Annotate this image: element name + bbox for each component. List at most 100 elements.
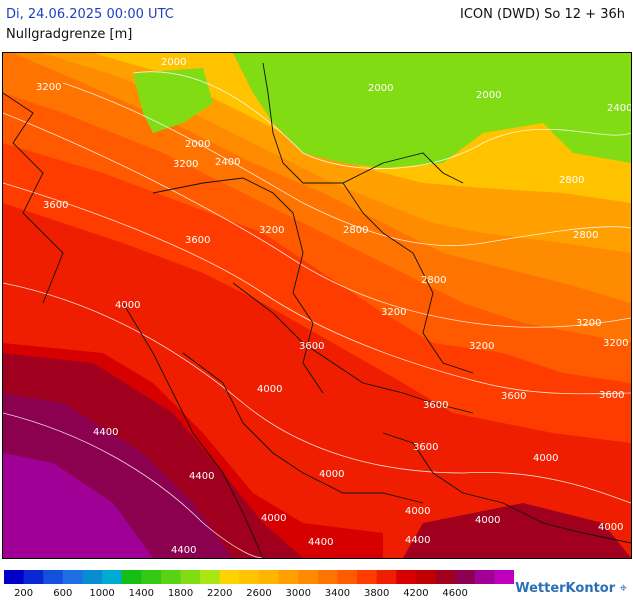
legend-swatch — [4, 570, 25, 584]
contour-label: 4000 — [257, 384, 282, 395]
legend-swatch — [23, 570, 44, 584]
legend-tick-label: 1400 — [129, 588, 154, 599]
contour-label: 2800 — [559, 175, 584, 186]
contour-label: 4000 — [115, 300, 140, 311]
contour-label: 2800 — [421, 275, 446, 286]
contour-label: 3600 — [43, 200, 68, 211]
model-run: ICON (DWD) So 12 + 36h — [460, 7, 625, 22]
contour-label: 2000 — [185, 139, 210, 150]
legend-swatch — [200, 570, 221, 584]
legend-tick-label: 1800 — [168, 588, 193, 599]
contour-label: 3200 — [576, 318, 601, 329]
legend-swatch — [239, 570, 260, 584]
contour-label: 4400 — [405, 535, 430, 546]
contour-label: 2400 — [215, 157, 240, 168]
legend-swatch — [317, 570, 338, 584]
contour-label: 3600 — [423, 400, 448, 411]
contour-label: 4000 — [261, 513, 286, 524]
contour-label: 2000 — [161, 57, 186, 68]
forecast-date: Di, 24.06.2025 00:00 UTC — [6, 7, 174, 22]
legend-tick-label: 4200 — [403, 588, 428, 599]
legend-swatch — [141, 570, 162, 584]
border-east — [342, 182, 474, 374]
coastline-west — [2, 92, 64, 304]
contour-label: 4000 — [405, 506, 430, 517]
border-southeast — [382, 432, 632, 544]
legend-tick-label: 2600 — [246, 588, 271, 599]
contour-4400-line — [2, 412, 264, 559]
contour-2800-line — [62, 82, 632, 246]
legend-tick-label: 4600 — [442, 588, 467, 599]
contour-label: 3200 — [259, 225, 284, 236]
contour-label: 2400 — [607, 103, 631, 114]
contour-label: 3200 — [469, 341, 494, 352]
legend-swatch — [415, 570, 436, 584]
legend-swatch — [259, 570, 280, 584]
legend-swatch — [219, 570, 240, 584]
band-2200-west — [133, 68, 213, 133]
contour-label: 2800 — [343, 225, 368, 236]
legend-swatch — [494, 570, 515, 584]
legend-swatch — [396, 570, 417, 584]
legend-swatch — [455, 570, 476, 584]
map-canvas: 3200 2000 3200 2000 2400 2000 2000 2400 … — [2, 53, 632, 559]
legend-swatch — [357, 570, 378, 584]
brand-name: WetterKontor — [515, 581, 616, 596]
legend-swatch — [376, 570, 397, 584]
contour-label: 4400 — [189, 471, 214, 482]
legend-bar: 200 600 1000 1400 1800 2200 2600 3000 3400 3800 42… — [4, 570, 515, 599]
contour-label: 3600 — [299, 341, 324, 352]
legend-swatch — [121, 570, 142, 584]
contour-4000-line — [2, 282, 632, 504]
contour-label: 4400 — [93, 427, 118, 438]
contour-label: 4000 — [475, 515, 500, 526]
contour-label: 4000 — [533, 453, 558, 464]
parameter-title: Nullgradgrenze [m] — [6, 27, 133, 42]
legend-swatch — [43, 570, 64, 584]
legend-swatch — [82, 570, 103, 584]
contour-label: 3600 — [413, 442, 438, 453]
legend-swatch — [435, 570, 456, 584]
contour-label: 3200 — [173, 159, 198, 170]
contour-label: 2800 — [573, 230, 598, 241]
contour-label: 3200 — [603, 338, 628, 349]
contour-label: 4000 — [319, 469, 344, 480]
contour-label: 3600 — [185, 235, 210, 246]
contour-label: 3600 — [501, 391, 526, 402]
contour-3600-line — [2, 182, 632, 395]
contour-label: 3600 — [599, 390, 624, 401]
contour-label: 4000 — [598, 522, 623, 533]
legend-tick-label: 200 — [14, 588, 33, 599]
border-south — [182, 352, 424, 504]
legend-swatch — [298, 570, 319, 584]
legend-swatch — [102, 570, 123, 584]
legend-swatch — [278, 570, 299, 584]
brand-logo: WetterKontor ⌖ — [515, 581, 627, 596]
band-2200 — [233, 53, 631, 168]
border-southwest — [122, 302, 264, 559]
legend-tick-label: 1000 — [89, 588, 114, 599]
border-west — [152, 177, 324, 394]
legend-swatch — [180, 570, 201, 584]
color-scale-legend: 200 600 1000 1400 1800 2200 2600 3000 3400 3800 42… — [4, 570, 515, 600]
legend-swatch — [337, 570, 358, 584]
contour-label: 3200 — [381, 307, 406, 318]
freezing-level-map: 3200 2000 3200 2000 2400 2000 2000 2400 … — [2, 52, 632, 559]
contour-label: 3200 — [36, 82, 61, 93]
legend-tick-label: 3800 — [364, 588, 389, 599]
legend-swatch — [474, 570, 495, 584]
coastline-baltic — [262, 62, 464, 184]
border-central — [232, 282, 474, 414]
legend-tick-label: 3400 — [325, 588, 350, 599]
contour-3200-line — [2, 112, 632, 328]
band-4600 — [3, 453, 153, 558]
contour-label: 4400 — [308, 537, 333, 548]
legend-tick-label: 2200 — [207, 588, 232, 599]
contour-label: 2000 — [368, 83, 393, 94]
legend-tick-label: 600 — [53, 588, 72, 599]
contour-label: 4400 — [171, 545, 196, 556]
band-4200-east — [403, 503, 631, 558]
legend-swatch — [160, 570, 181, 584]
legend-tick-label: 3000 — [286, 588, 311, 599]
map-pin-icon: ⌖ — [619, 581, 627, 596]
